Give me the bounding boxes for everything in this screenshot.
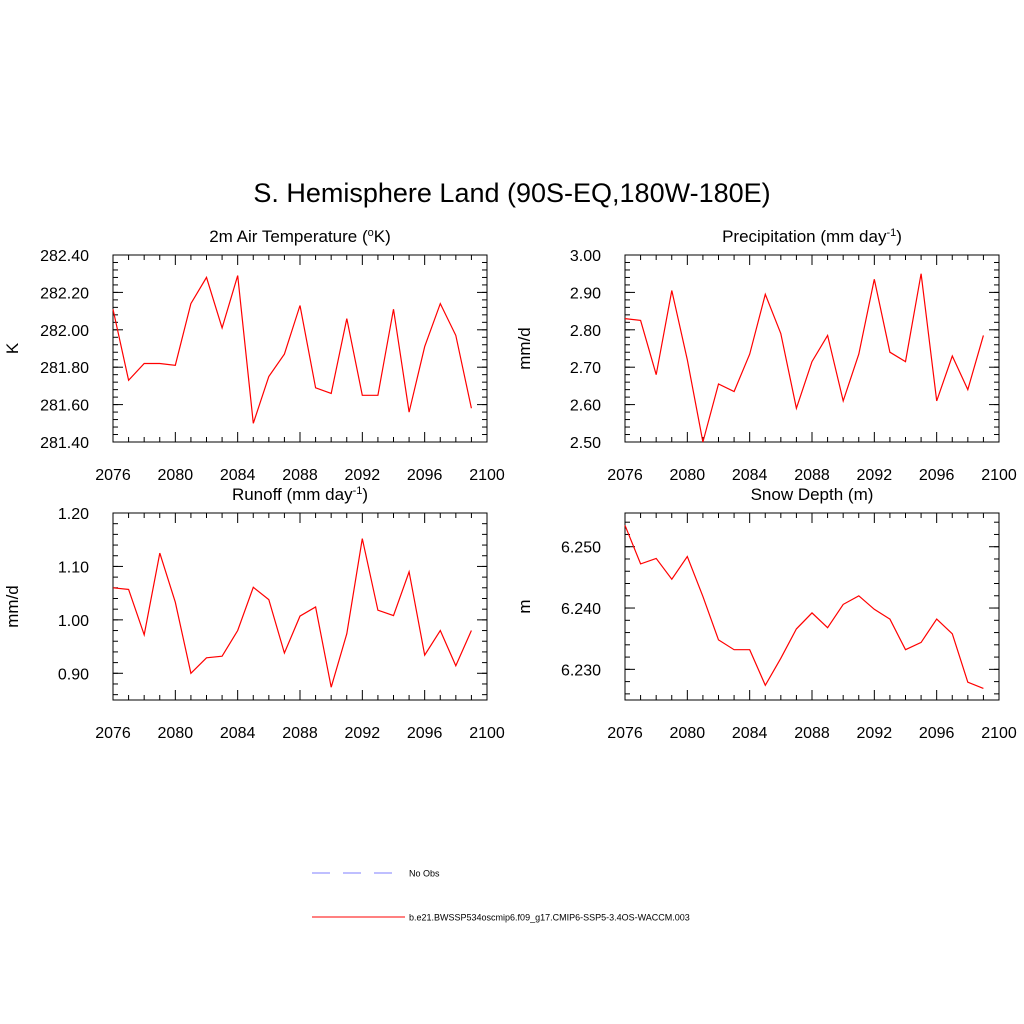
- x-tick-label: 2088: [282, 725, 318, 742]
- series-line: [624, 273, 984, 443]
- plot-frame: [112, 254, 488, 443]
- x-tick-label: 2080: [158, 467, 194, 484]
- panel-2: 2076 2080 2084 2088 2092 2096 2100 2.50 2.60 2.70…: [515, 227, 1017, 484]
- x-tick-label: 2084: [732, 725, 768, 742]
- y-tick-label: 1.20: [58, 506, 89, 523]
- x-tick-label: 2100: [469, 725, 505, 742]
- y-tick-label: 281.60: [40, 398, 89, 415]
- plot-frame: [624, 254, 1000, 443]
- x-tick-label: 2096: [919, 725, 955, 742]
- panel-title: Snow Depth (m): [751, 485, 874, 504]
- x-tick-label: 2092: [345, 467, 381, 484]
- y-tick-label: 2.60: [570, 398, 601, 415]
- series-line: [112, 275, 472, 424]
- series-line: [112, 538, 472, 688]
- y-axis-label: m: [515, 599, 534, 613]
- x-tick-label: 2092: [857, 467, 893, 484]
- plot-frame: [112, 512, 488, 701]
- x-tick-label: 2084: [220, 467, 256, 484]
- x-tick-label: 2100: [981, 725, 1017, 742]
- y-axis-label: mm/d: [515, 327, 534, 370]
- x-tick-label: 2076: [95, 725, 131, 742]
- x-tick-label: 2096: [407, 467, 443, 484]
- x-tick-label: 2088: [794, 725, 830, 742]
- y-tick-label: 282.40: [40, 248, 89, 265]
- y-tick-label: 282.20: [40, 285, 89, 302]
- y-tick-label: 281.80: [40, 360, 89, 377]
- y-tick-label: 2.80: [570, 323, 601, 340]
- x-tick-label: 2100: [469, 467, 505, 484]
- x-tick-label: 2088: [282, 467, 318, 484]
- panel-title: Precipitation (mm day-1): [722, 227, 902, 246]
- y-tick-label: 281.40: [40, 435, 89, 452]
- y-tick-label: 1.10: [58, 559, 89, 576]
- x-tick-label: 2096: [919, 467, 955, 484]
- y-axis-label: K: [3, 342, 22, 354]
- y-tick-label: 1.00: [58, 613, 89, 630]
- x-tick-label: 2080: [670, 725, 706, 742]
- x-tick-label: 2076: [607, 467, 643, 484]
- y-axis-label: mm/d: [3, 585, 22, 628]
- legend-obs-label: No Obs: [409, 869, 440, 879]
- y-tick-label: 0.90: [58, 666, 89, 683]
- x-tick-label: 2076: [95, 467, 131, 484]
- y-tick-label: 6.250: [561, 540, 601, 557]
- y-tick-label: 2.90: [570, 285, 601, 302]
- legend: No Obs b.e21.BWSSP534oscmip6.f09_g17.CMI…: [312, 869, 690, 923]
- x-tick-label: 2084: [220, 725, 256, 742]
- panel-title: 2m Air Temperature (oK): [209, 227, 391, 246]
- x-tick-label: 2092: [345, 725, 381, 742]
- panel-1: 2076 2080 2084 2088 2092 2096 2100 281.40 281.60…: [3, 227, 505, 484]
- y-tick-label: 2.70: [570, 360, 601, 377]
- y-tick-label: 2.50: [570, 435, 601, 452]
- x-tick-label: 2080: [158, 725, 194, 742]
- y-tick-label: 6.240: [561, 601, 601, 618]
- panel-4: 2076 2080 2084 2088 2092 2096 2100 6.230 6.240 6.…: [515, 485, 1017, 742]
- legend-model-label: b.e21.BWSSP534oscmip6.f09_g17.CMIP6-SSP5…: [409, 913, 690, 923]
- y-tick-label: 3.00: [570, 248, 601, 265]
- x-tick-label: 2076: [607, 725, 643, 742]
- panel-title: Runoff (mm day-1): [232, 485, 368, 504]
- x-tick-label: 2084: [732, 467, 768, 484]
- plot-frame: [624, 512, 1000, 701]
- x-tick-label: 2096: [407, 725, 443, 742]
- series-line: [624, 525, 984, 689]
- y-tick-label: 282.00: [40, 323, 89, 340]
- x-tick-label: 2092: [857, 725, 893, 742]
- figure-title: S. Hemisphere Land (90S-EQ,180W-180E): [253, 178, 770, 208]
- x-tick-label: 2100: [981, 467, 1017, 484]
- panel-3: 2076 2080 2084 2088 2092 2096 2100 0.90 1.00 1.10…: [3, 485, 505, 742]
- y-tick-label: 6.230: [561, 662, 601, 679]
- x-tick-label: 2088: [794, 467, 830, 484]
- x-tick-label: 2080: [670, 467, 706, 484]
